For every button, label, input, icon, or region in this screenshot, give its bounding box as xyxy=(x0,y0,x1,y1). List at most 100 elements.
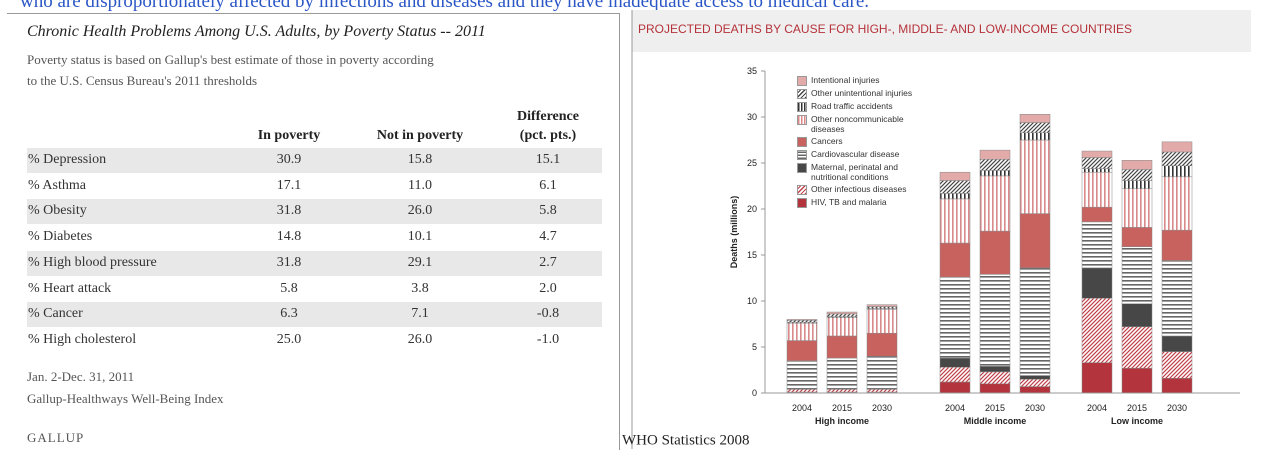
row-background xyxy=(27,250,602,276)
table-cell: 26.0 xyxy=(407,203,433,219)
x-tick-label: 2030 xyxy=(1025,403,1045,413)
bar-segment xyxy=(1161,176,1193,231)
bar-segment xyxy=(1019,375,1051,380)
x-tick-label: 2004 xyxy=(792,403,812,413)
bar-segment xyxy=(939,276,971,359)
bar-segment xyxy=(1121,326,1153,369)
bar-segment xyxy=(1081,297,1113,363)
bar-segment xyxy=(1081,206,1113,223)
table-cell: 11.0 xyxy=(408,177,432,193)
table-cell: 17.1 xyxy=(276,177,302,193)
bar-segment xyxy=(1121,188,1153,228)
bar-segment xyxy=(826,317,858,337)
bar-segment xyxy=(1161,151,1193,167)
legend-swatch xyxy=(797,76,807,86)
bar-segment xyxy=(1081,221,1113,269)
legend-swatch xyxy=(797,150,807,160)
bar-segment xyxy=(939,381,971,394)
bar-segment xyxy=(979,175,1011,232)
column-header: (pct. pts.) xyxy=(519,128,577,143)
legend-swatch xyxy=(797,198,807,208)
bar-segment xyxy=(979,230,1011,275)
bar-segment xyxy=(1081,362,1113,394)
top-text: who are disproportionately affected by i… xyxy=(20,0,870,12)
table-footer: Jan. 2-Dec. 31, 2011 xyxy=(27,369,135,384)
bar-segment xyxy=(786,319,818,321)
y-tick-label: 10 xyxy=(747,296,757,306)
table-cell: 26.0 xyxy=(407,331,433,347)
row-background xyxy=(27,148,602,173)
bar-segment xyxy=(826,313,858,317)
row-label: % Obesity xyxy=(28,203,87,219)
table-cell: 14.8 xyxy=(276,229,302,245)
table-cell: -0.8 xyxy=(536,306,560,322)
bar-segment xyxy=(979,274,1011,367)
bar-segment xyxy=(786,322,818,341)
bar-segment xyxy=(1121,303,1153,328)
legend-label: Road traffic accidents xyxy=(811,101,893,111)
row-label: % High blood pressure xyxy=(28,254,157,270)
row-label: % Asthma xyxy=(28,177,86,193)
bar-segment xyxy=(1121,159,1153,170)
table-subtitle: to the U.S. Census Bureau's 2011 thresho… xyxy=(27,73,258,88)
bar-segment xyxy=(866,306,898,309)
table-cell: 10.1 xyxy=(407,229,433,245)
legend-item: Intentional injuries xyxy=(797,75,947,86)
bar-segment xyxy=(786,320,818,323)
legend-label: Cardiovascular disease xyxy=(811,149,900,159)
bar-segment xyxy=(1081,157,1113,169)
bar-segment xyxy=(1161,335,1193,352)
legend-swatch xyxy=(797,115,807,125)
row-label: % Heart attack xyxy=(28,280,112,296)
x-tick-label: 2004 xyxy=(1087,403,1107,413)
row-label: % Depression xyxy=(28,152,107,167)
bar-segment xyxy=(1019,213,1051,269)
legend-swatch xyxy=(797,185,807,195)
y-tick-label: 20 xyxy=(747,204,757,214)
row-background xyxy=(27,302,602,328)
bar-segment xyxy=(1121,246,1153,305)
bar-segment xyxy=(1161,378,1193,394)
legend-label: Intentional injuries xyxy=(811,75,880,85)
table-cell: 4.7 xyxy=(539,229,557,245)
legend-item: Other infectious diseases xyxy=(797,184,947,195)
legend: Intentional injuries Other unintentional … xyxy=(797,75,947,211)
table-footer: Gallup-Healthways Well-Being Index xyxy=(27,391,224,406)
bar-segment xyxy=(866,309,898,334)
row-label: % High cholesterol xyxy=(28,331,137,347)
legend-swatch xyxy=(797,89,807,99)
legend-item: Other unintentional injuries xyxy=(797,88,947,99)
caption: WHO Statistics 2008 xyxy=(622,432,750,448)
table-panel: Chronic Health Problems Among U.S. Adult… xyxy=(7,13,620,450)
bar-segment xyxy=(939,171,971,181)
bar-segment xyxy=(1081,168,1113,173)
table-cell: 30.9 xyxy=(276,152,302,167)
y-tick-label: 0 xyxy=(752,388,757,398)
table-cell: 5.8 xyxy=(280,280,298,296)
table-cell: 31.8 xyxy=(276,203,302,219)
bar-segment xyxy=(939,242,971,278)
bar-segment xyxy=(826,389,858,393)
table-cell: 5.8 xyxy=(539,203,557,219)
column-header: Not in poverty xyxy=(376,128,464,143)
brand: GALLUP xyxy=(27,430,85,445)
group-label: Middle income xyxy=(964,416,1027,426)
column-header: Difference xyxy=(517,109,579,124)
legend-item: Cardiovascular disease xyxy=(797,149,947,160)
table-cell: 15.8 xyxy=(407,152,433,167)
bar-segment xyxy=(866,389,898,393)
legend-swatch xyxy=(797,102,807,112)
bar-segment xyxy=(1121,180,1153,190)
bar-segment xyxy=(939,366,971,383)
table-cell: 2.7 xyxy=(539,254,557,270)
table-subtitle: Poverty status is based on Gallup's best… xyxy=(27,52,434,67)
bar-segment xyxy=(866,355,898,389)
row-label: % Cancer xyxy=(28,306,83,322)
bar-segment xyxy=(1161,229,1193,261)
bar-segment xyxy=(1019,378,1051,387)
table-cell: 25.0 xyxy=(276,331,302,347)
group-label: High income xyxy=(815,416,869,426)
x-tick-label: 2030 xyxy=(872,403,892,413)
